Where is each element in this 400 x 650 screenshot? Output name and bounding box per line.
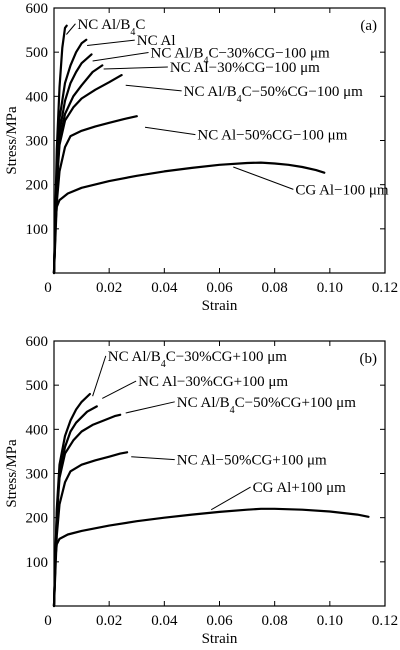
series-leader-2 xyxy=(87,39,135,47)
x-tick-label: 0.10 xyxy=(317,280,343,296)
x-tick-label: 0 xyxy=(44,613,52,629)
chart-panel-b: 0 0.02 0.04 0.06 0.08 0.10 0.12 100 200 300 400 500… xyxy=(4,334,398,647)
series-label-1: NC Al/B4C−30%CG+100 μm xyxy=(108,349,287,370)
series-leader-5 xyxy=(125,84,182,92)
x-tick-label: 0.08 xyxy=(262,613,288,629)
series-label-2: NC Al xyxy=(137,33,176,49)
series-label-1: NC Al/B4C xyxy=(77,17,145,37)
y-tick-label: 100 xyxy=(26,555,49,571)
series-label-3: NC Al/B4C−50%CG+100 μm xyxy=(177,395,356,416)
x-tick-label: 0 xyxy=(44,280,52,296)
x-tick-label: 0.06 xyxy=(206,280,233,296)
series-line-5 xyxy=(52,73,123,275)
series-label-2: NC Al−30%CG+100 μm xyxy=(138,374,288,390)
series-label-3: NC Al/B4C−30%CG−100 μm xyxy=(151,45,330,66)
series-label-4: NC Al−50%CG+100 μm xyxy=(177,453,327,469)
x-tick-label: 0.04 xyxy=(151,280,178,296)
y-tick-label: 600 xyxy=(26,334,49,350)
x-axis-title: Strain xyxy=(202,298,238,314)
series-line-4 xyxy=(52,451,129,608)
panel-label: (a) xyxy=(360,18,377,34)
y-tick-label: 200 xyxy=(26,178,49,194)
x-tick-label: 0.12 xyxy=(372,613,398,629)
y-tick-label: 400 xyxy=(26,422,49,438)
series-line-5 xyxy=(52,507,370,608)
series-line-1 xyxy=(52,392,92,608)
x-tick-label: 0.02 xyxy=(96,280,122,296)
y-tick-label: 500 xyxy=(26,378,49,394)
y-axis-title: Stress/MPa xyxy=(4,106,20,175)
series-leader-6 xyxy=(144,126,196,136)
y-tick-label: 300 xyxy=(26,134,49,150)
series-leader-1 xyxy=(66,23,76,35)
y-tick-label: 100 xyxy=(26,222,49,238)
y-tick-label: 300 xyxy=(26,467,49,483)
chart-panel-a: 0 0.02 0.04 0.06 0.08 0.10 0.12 100 200 300 400 500… xyxy=(4,1,398,314)
series-label-6: NC Al−50%CG−100 μm xyxy=(197,128,347,144)
series-label-5: CG Al+100 μm xyxy=(253,480,347,496)
x-tick-label: 0.12 xyxy=(372,280,398,296)
y-tick-label: 600 xyxy=(26,1,49,17)
x-tick-label: 0.04 xyxy=(151,613,178,629)
series-leader-5 xyxy=(210,486,251,511)
x-tick-label: 0.10 xyxy=(317,613,343,629)
series-line-7 xyxy=(52,161,326,275)
x-tick-label: 0.02 xyxy=(96,613,122,629)
x-tick-label: 0.08 xyxy=(262,280,288,296)
series-label-5: NC Al/B4C−50%CG−100 μm xyxy=(184,84,363,105)
series-line-4 xyxy=(52,64,104,275)
x-axis-title: Strain xyxy=(202,631,238,647)
series-leader-2 xyxy=(102,380,137,399)
series-leader-4 xyxy=(131,456,175,461)
series-label-4: NC Al−30%CG−100 μm xyxy=(170,60,320,76)
series-line-6 xyxy=(52,115,138,275)
series-leader-7 xyxy=(233,166,294,190)
series-leader-3 xyxy=(125,401,175,414)
y-tick-label: 400 xyxy=(26,89,49,105)
series-label-7: CG Al−100 μm xyxy=(295,182,389,198)
series-leader-3 xyxy=(92,51,149,62)
series-leader-1 xyxy=(92,355,107,397)
y-axis-title: Stress/MPa xyxy=(4,439,20,508)
x-tick-label: 0.06 xyxy=(206,613,233,629)
y-tick-label: 200 xyxy=(26,511,49,527)
series-line-3 xyxy=(52,413,122,608)
panel-label: (b) xyxy=(360,351,378,367)
series-leader-4 xyxy=(103,66,168,70)
y-tick-label: 500 xyxy=(26,45,49,61)
